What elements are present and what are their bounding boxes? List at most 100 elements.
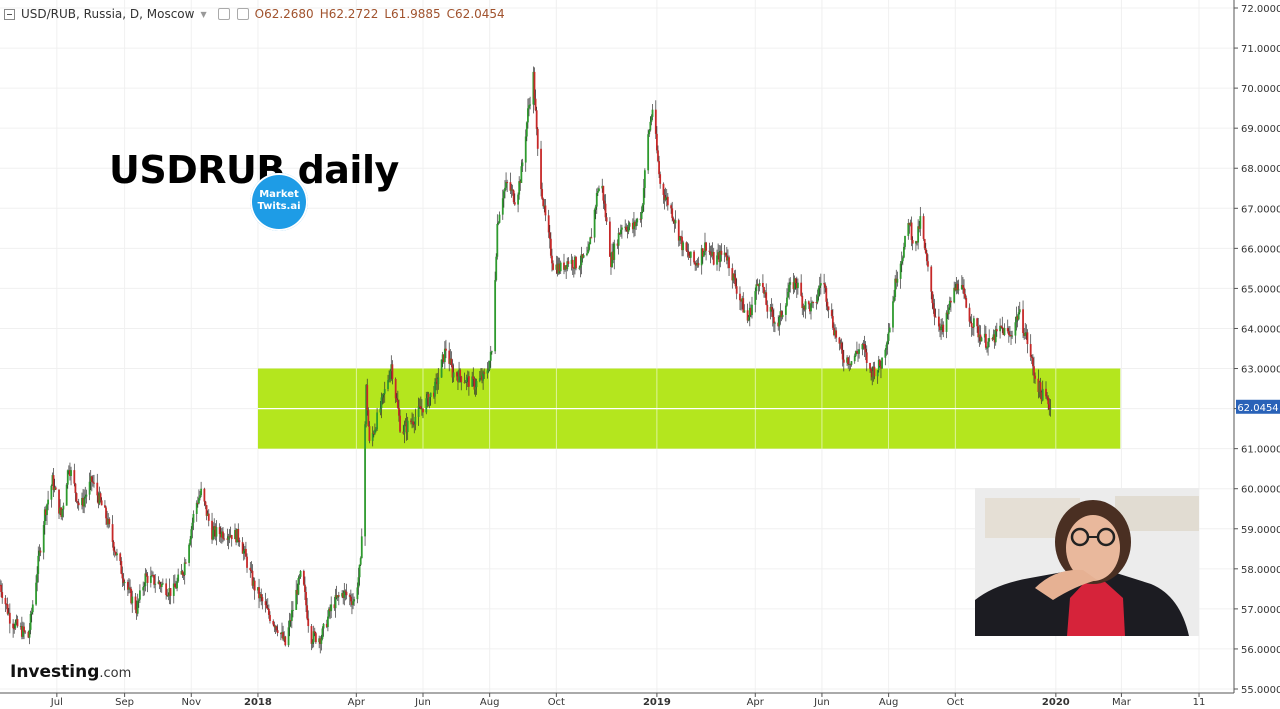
- candle-body: [98, 493, 101, 504]
- x-tick-label: Mar: [1112, 697, 1132, 708]
- candle-body: [43, 509, 46, 526]
- candle-body: [105, 507, 107, 519]
- candle-body: [282, 632, 284, 640]
- candle-body: [59, 507, 62, 514]
- candle-body: [1018, 309, 1021, 313]
- candle-body: [718, 252, 721, 263]
- candle-body: [342, 593, 345, 598]
- candle-body: [230, 535, 233, 540]
- candle-body: [246, 556, 248, 568]
- candle-body: [383, 389, 386, 394]
- collapse-icon[interactable]: [4, 8, 15, 20]
- settings-icon[interactable]: [217, 8, 230, 20]
- candle-body: [555, 264, 558, 270]
- hide-icon[interactable]: [236, 8, 249, 20]
- candle-body: [483, 372, 486, 374]
- candle-body: [728, 257, 730, 269]
- candle-body: [288, 620, 291, 628]
- candle-body: [457, 376, 459, 382]
- candle-body: [471, 376, 474, 387]
- candle-body: [183, 562, 186, 576]
- candle-body: [824, 284, 827, 288]
- candle-body: [933, 308, 936, 317]
- last-price-badge: [1236, 399, 1280, 414]
- candle-body: [379, 408, 382, 413]
- candle-body: [376, 412, 378, 430]
- candle-body: [941, 324, 944, 327]
- y-tick-label: 72.0000: [1241, 4, 1280, 15]
- candle-body: [636, 218, 639, 223]
- candle-body: [266, 608, 269, 610]
- candle-body: [823, 283, 826, 285]
- candle-body: [519, 181, 522, 184]
- candle-body: [269, 614, 271, 622]
- candle-body: [674, 220, 677, 224]
- symbol-label[interactable]: USD/RUB, Russia, D, Moscow: [21, 7, 195, 21]
- candle-body: [673, 220, 676, 224]
- candle-body: [61, 509, 64, 517]
- x-axis-ticks: Jul Sep Nov 2018 Apr Jun Aug Oct 2019 Apr Jun Aug Oc…: [50, 693, 1205, 708]
- candle-body: [903, 246, 905, 258]
- candle-body: [695, 264, 698, 266]
- candle-body: [963, 287, 965, 294]
- candle-body: [250, 570, 253, 572]
- candle-body: [429, 392, 432, 398]
- candle-body: [292, 609, 294, 611]
- candle-body: [82, 497, 84, 507]
- candle-body: [586, 253, 588, 256]
- candle-body: [827, 306, 830, 311]
- candle-body: [769, 306, 772, 312]
- candle-body: [481, 375, 483, 381]
- candle-body: [295, 589, 298, 610]
- candle-body: [276, 630, 279, 633]
- candle-body: [353, 599, 356, 602]
- candle-body: [548, 232, 551, 239]
- candle-body: [388, 379, 391, 381]
- candle-body: [863, 344, 866, 349]
- candle-body: [100, 500, 103, 506]
- candle-body: [1046, 396, 1048, 398]
- candle-body: [618, 232, 621, 235]
- candle-body: [807, 301, 810, 305]
- candle-body: [19, 626, 22, 628]
- candle-body: [13, 628, 16, 630]
- candle-body: [89, 476, 92, 482]
- candle-body: [237, 528, 240, 541]
- candle-body: [322, 623, 325, 629]
- candle-body: [876, 370, 879, 377]
- candle-body: [532, 71, 535, 105]
- candle-body: [341, 593, 344, 597]
- candle-body: [191, 522, 194, 530]
- candle-body: [968, 307, 971, 322]
- candle-body: [781, 314, 784, 318]
- candle-body: [708, 250, 711, 252]
- chevron-down-icon[interactable]: ▼: [200, 9, 207, 19]
- high-value: H62.2722: [319, 7, 379, 21]
- candle-body: [413, 424, 416, 426]
- candle-body: [290, 610, 293, 621]
- candle-body: [319, 638, 322, 644]
- candle-body: [192, 513, 195, 523]
- candle-body: [517, 194, 519, 205]
- candle-body: [227, 536, 230, 540]
- candle-body: [126, 581, 129, 590]
- candle-body: [972, 318, 975, 328]
- candle-body: [498, 214, 501, 223]
- candle-body: [850, 361, 853, 365]
- candle-body: [689, 251, 692, 258]
- candle-body: [76, 501, 79, 503]
- candle-body: [373, 429, 376, 434]
- candle-body: [770, 306, 773, 310]
- candle-body: [723, 252, 726, 255]
- candle-body: [1017, 312, 1020, 320]
- candle-body: [190, 529, 193, 540]
- candle-body: [214, 526, 217, 537]
- candle-body: [704, 242, 706, 252]
- candle-body: [151, 574, 153, 576]
- candle-body: [839, 342, 842, 344]
- candle-body: [205, 505, 208, 516]
- candle-body: [751, 304, 753, 316]
- candle-body: [448, 350, 451, 364]
- candle-body: [487, 369, 490, 371]
